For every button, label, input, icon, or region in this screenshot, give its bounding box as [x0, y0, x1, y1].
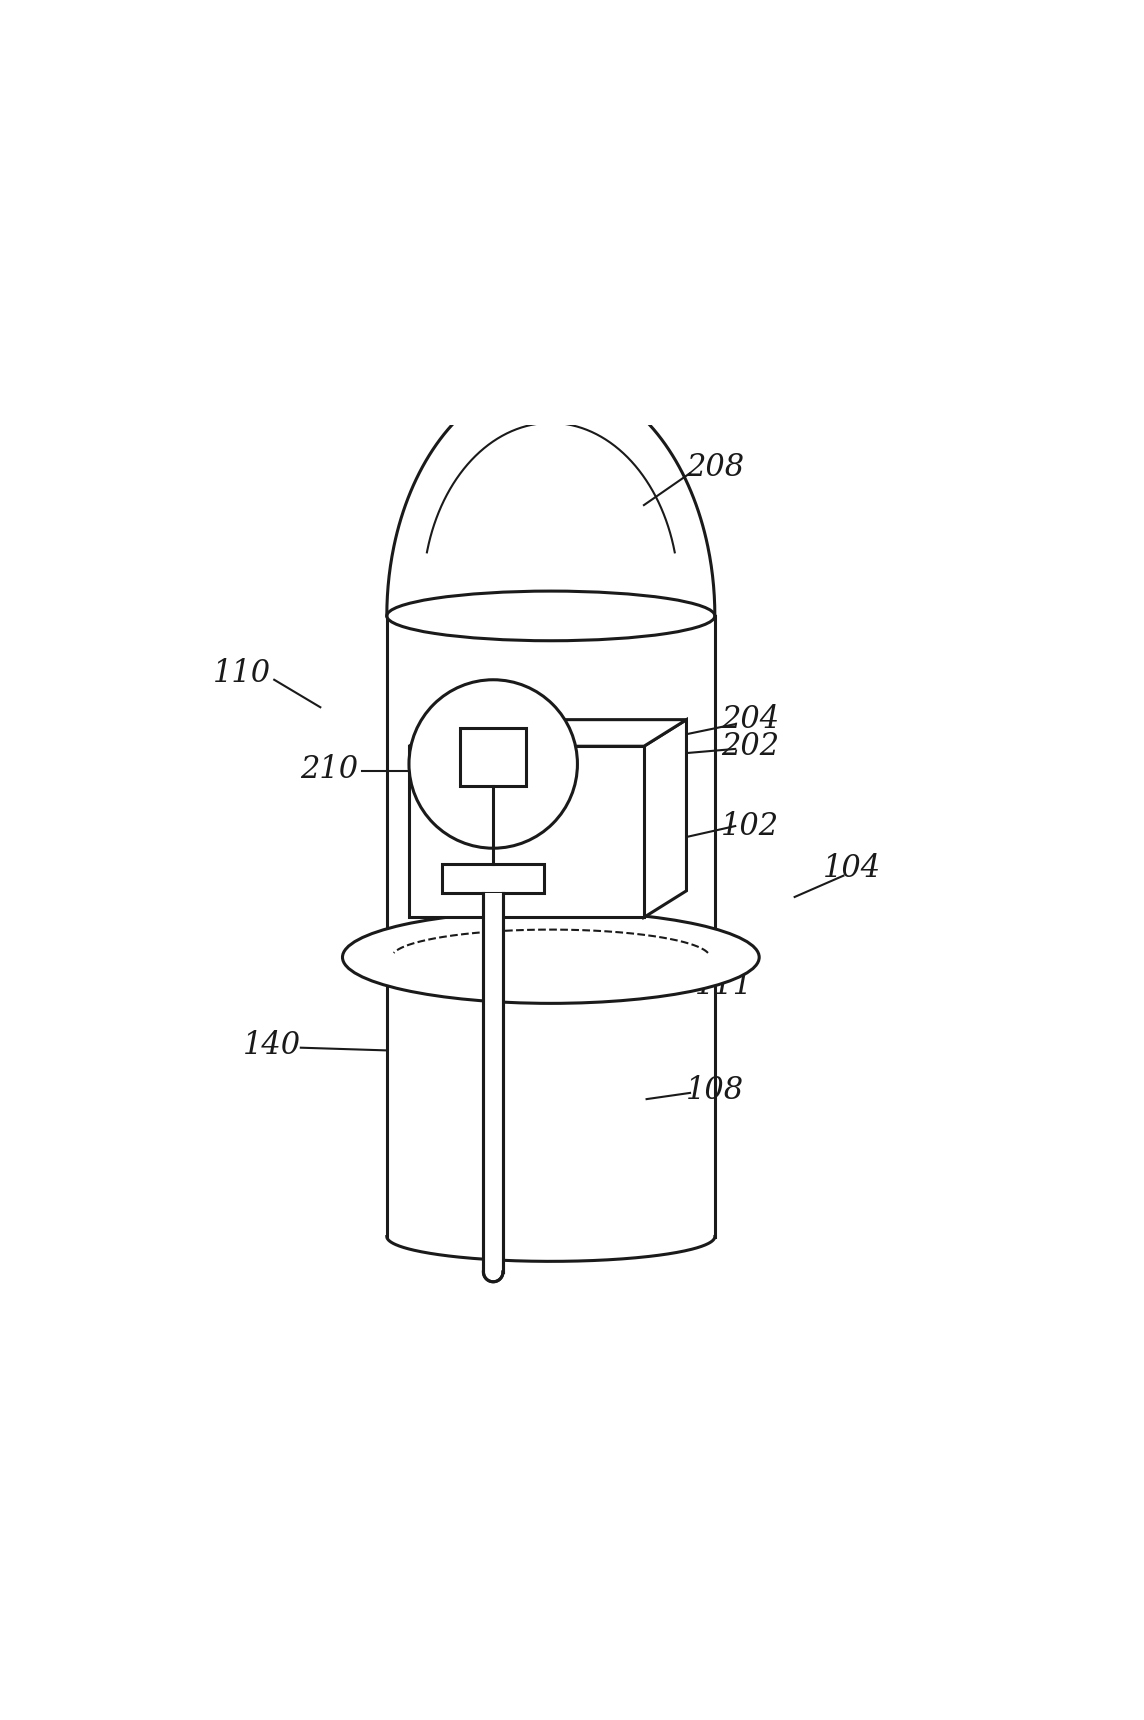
Polygon shape: [410, 719, 686, 746]
Text: 104: 104: [824, 853, 881, 884]
Text: 140: 140: [243, 1030, 301, 1061]
Text: 202: 202: [721, 731, 779, 762]
Ellipse shape: [342, 912, 760, 1003]
Text: 208: 208: [685, 452, 744, 483]
Text: 102: 102: [721, 810, 779, 841]
Text: 204: 204: [721, 703, 779, 734]
Text: 110: 110: [213, 659, 271, 690]
Ellipse shape: [410, 679, 578, 848]
Text: 108: 108: [685, 1075, 744, 1106]
Bar: [460, 728, 526, 786]
Bar: [443, 863, 545, 893]
Ellipse shape: [387, 592, 715, 642]
Bar: [484, 893, 503, 1273]
Text: 210: 210: [300, 753, 358, 784]
Polygon shape: [644, 719, 686, 917]
Bar: [410, 746, 644, 917]
Text: 111: 111: [694, 970, 753, 1001]
